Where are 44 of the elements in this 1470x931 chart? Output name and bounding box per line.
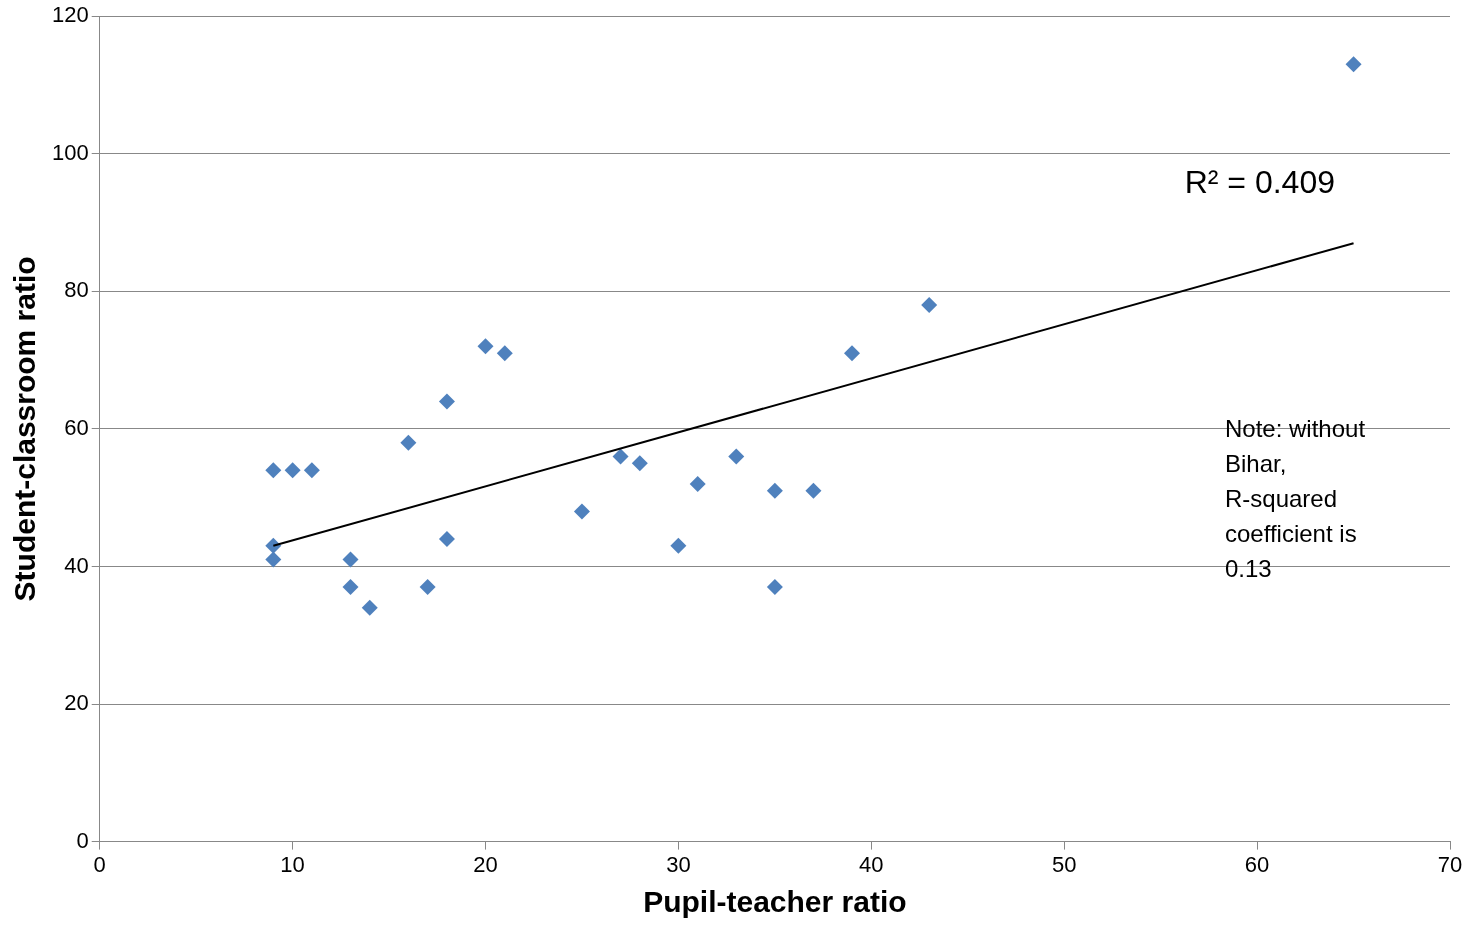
point [419, 579, 436, 596]
y-axis-title: Student-classroom ratio [8, 256, 42, 602]
point [361, 599, 378, 616]
point [921, 297, 938, 314]
point [766, 482, 783, 499]
point [496, 345, 513, 362]
point [631, 455, 648, 472]
point [689, 475, 706, 492]
x-axis-title: Pupil-teacher ratio [643, 885, 907, 919]
point [400, 434, 417, 451]
point [1345, 56, 1362, 73]
x-tick-label: 0 [93, 851, 106, 877]
x-tick-label: 30 [666, 851, 691, 877]
point [728, 448, 745, 465]
y-tick-label: 120 [51, 2, 89, 28]
x-tick-label: 40 [859, 851, 884, 877]
x-tick-label: 50 [1051, 851, 1077, 877]
x-tick-label: 70 [1437, 851, 1463, 877]
point [670, 537, 687, 554]
point [844, 345, 861, 362]
point [766, 579, 783, 596]
annotation: R² = 0.409 [1184, 164, 1335, 201]
x-tick-label: 20 [473, 851, 498, 877]
x-tick-label: 10 [280, 851, 305, 877]
point [438, 393, 455, 410]
point [573, 503, 590, 520]
point [342, 579, 359, 596]
y-tick-label: 40 [64, 552, 89, 578]
point [438, 530, 455, 547]
x-tick-label: 60 [1244, 851, 1270, 877]
y-tick-label: 20 [64, 690, 89, 716]
point [342, 551, 359, 568]
y-tick-label: 100 [51, 139, 89, 165]
y-tick-label: 80 [64, 277, 89, 303]
point [612, 448, 629, 465]
point [303, 462, 320, 479]
point [265, 462, 282, 479]
point [477, 338, 494, 355]
point [265, 551, 282, 568]
point [284, 462, 301, 479]
annotation: Note: without Bihar, R-squared coefficient is 0.13 [1225, 414, 1366, 582]
point [805, 482, 822, 499]
y-tick-label: 60 [64, 414, 89, 440]
y-tick-label: 0 [76, 827, 89, 853]
